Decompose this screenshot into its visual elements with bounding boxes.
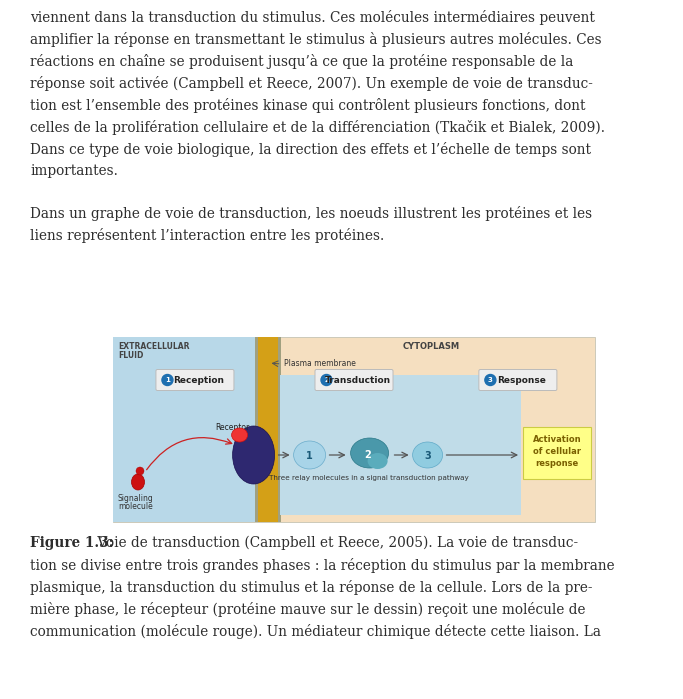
Text: Plasma membrane: Plasma membrane — [283, 359, 355, 368]
Text: 3: 3 — [424, 451, 431, 461]
Text: Activation: Activation — [533, 435, 581, 444]
Text: amplifier la réponse en transmettant le stimulus à plusieurs autres molécules. C: amplifier la réponse en transmettant le … — [30, 32, 602, 47]
Text: Receptor: Receptor — [216, 423, 250, 432]
Text: Dans ce type de voie biologique, la direction des effets et l’échelle de temps s: Dans ce type de voie biologique, la dire… — [30, 142, 591, 157]
Ellipse shape — [132, 474, 145, 490]
Text: Figure 1.3:: Figure 1.3: — [30, 536, 113, 550]
Bar — [113, 337, 595, 522]
Text: Response: Response — [497, 376, 546, 385]
Text: 3: 3 — [488, 377, 493, 384]
Text: Three relay molecules in a signal transduction pathway: Three relay molecules in a signal transd… — [268, 475, 469, 481]
Bar — [279, 375, 520, 515]
Ellipse shape — [232, 428, 248, 442]
Ellipse shape — [413, 442, 443, 468]
Bar — [255, 337, 259, 522]
Text: 2: 2 — [364, 450, 371, 460]
Text: Transduction: Transduction — [325, 376, 391, 385]
Text: Voie de transduction (Campbell et Reece, 2005). La voie de transduc-: Voie de transduction (Campbell et Reece,… — [93, 536, 578, 550]
Text: celles de la prolifération cellulaire et de la différenciation (Tkačik et Bialek: celles de la prolifération cellulaire et… — [30, 120, 605, 135]
Ellipse shape — [367, 453, 387, 469]
Text: 2: 2 — [324, 377, 329, 384]
Text: mière phase, le récepteur (protéine mauve sur le dessin) reçoit une molécule de: mière phase, le récepteur (protéine mauv… — [30, 602, 585, 617]
Bar — [277, 337, 281, 522]
Text: 1: 1 — [165, 377, 170, 384]
Circle shape — [321, 375, 332, 386]
Text: FLUID: FLUID — [118, 351, 143, 360]
Text: EXTRACELLULAR: EXTRACELLULAR — [118, 342, 189, 351]
Text: tion se divise entre trois grandes phases : la réception du stimulus par la memb: tion se divise entre trois grandes phase… — [30, 558, 615, 573]
Text: viennent dans la transduction du stimulus. Ces molécules intermédiaires peuvent: viennent dans la transduction du stimulu… — [30, 10, 595, 25]
Ellipse shape — [136, 467, 144, 475]
Text: molecule: molecule — [118, 502, 153, 511]
Text: importantes.: importantes. — [30, 164, 118, 178]
Text: of cellular: of cellular — [533, 447, 581, 456]
Text: Reception: Reception — [173, 376, 225, 385]
Circle shape — [485, 375, 496, 386]
FancyBboxPatch shape — [156, 370, 234, 391]
Text: tion est l’ensemble des protéines kinase qui contrôlent plusieurs fonctions, don: tion est l’ensemble des protéines kinase… — [30, 98, 585, 113]
Text: 1: 1 — [306, 451, 313, 461]
Text: CYTOPLASM: CYTOPLASM — [402, 342, 460, 351]
Text: liens représentent l’interaction entre les protéines.: liens représentent l’interaction entre l… — [30, 228, 385, 243]
Text: réponse soit activée (Campbell et Reece, 2007). Un exemple de voie de transduc-: réponse soit activée (Campbell et Reece,… — [30, 76, 593, 91]
Text: plasmique, la transduction du stimulus et la réponse de la cellule. Lors de la p: plasmique, la transduction du stimulus e… — [30, 580, 592, 595]
Text: réactions en chaîne se produisent jusqu’à ce que la protéine responsable de la: réactions en chaîne se produisent jusqu’… — [30, 54, 573, 69]
Ellipse shape — [294, 441, 326, 469]
Text: communication (molécule rouge). Un médiateur chimique détecte cette liaison. La: communication (molécule rouge). Un média… — [30, 624, 601, 639]
Ellipse shape — [350, 438, 389, 468]
Bar — [113, 337, 257, 522]
FancyBboxPatch shape — [315, 370, 393, 391]
Circle shape — [162, 375, 173, 386]
Text: Dans un graphe de voie de transduction, les noeuds illustrent les protéines et l: Dans un graphe de voie de transduction, … — [30, 206, 592, 221]
Text: response: response — [535, 459, 579, 468]
Text: Signaling: Signaling — [118, 494, 154, 503]
Bar — [523, 427, 591, 479]
Ellipse shape — [233, 426, 275, 484]
Bar — [257, 337, 277, 522]
FancyBboxPatch shape — [479, 370, 557, 391]
